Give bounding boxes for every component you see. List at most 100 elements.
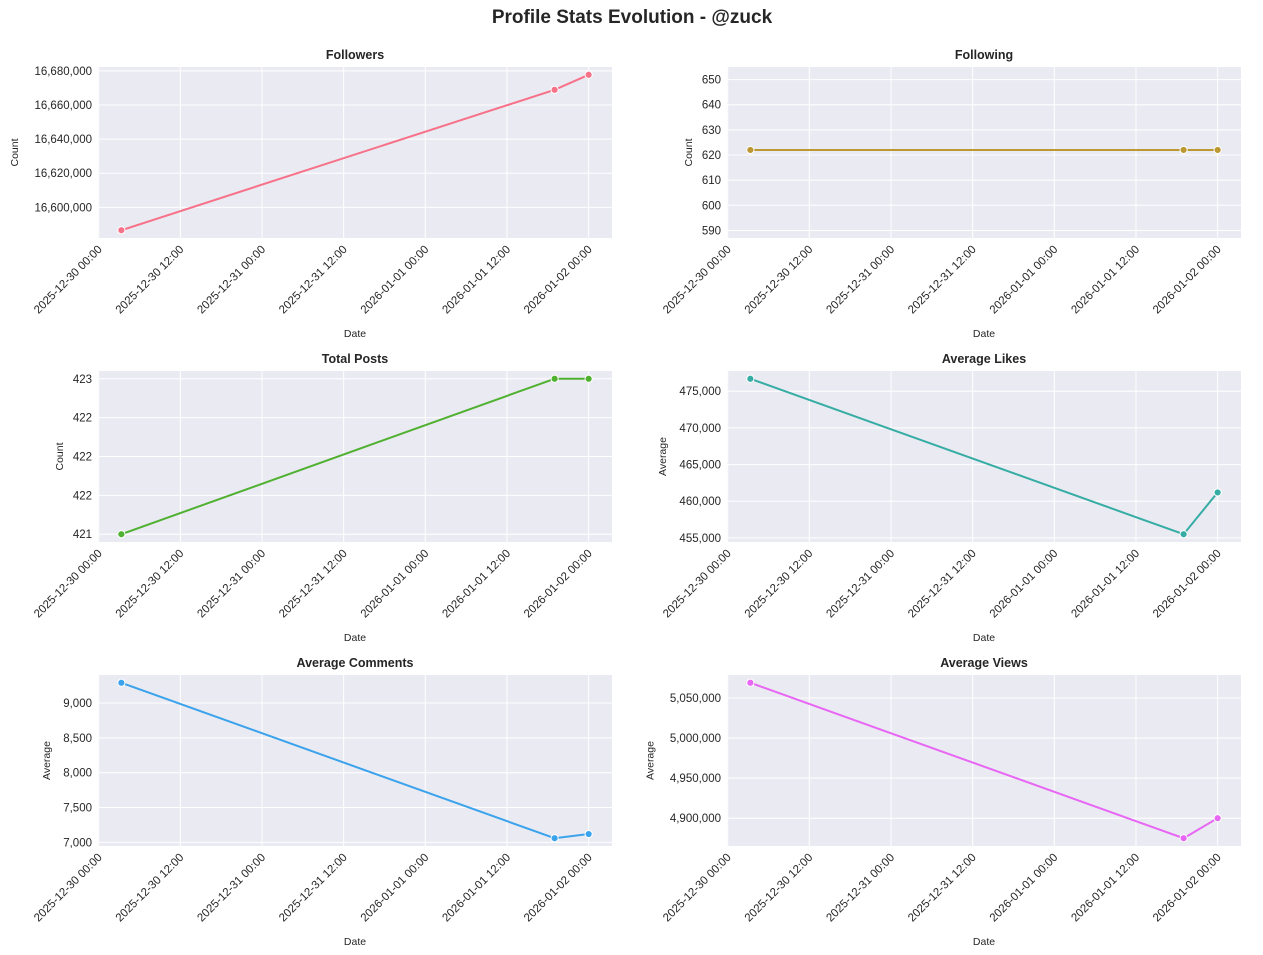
x-tick-label: 2026-01-02 00:00 — [1151, 244, 1224, 317]
x-tick-label: 2026-01-01 12:00 — [440, 852, 513, 925]
y-tick-label: 620 — [702, 150, 721, 162]
subplot-average-views: 2025-12-30 00:00 2025-12-30 12:00 2025-12-… — [644, 656, 1241, 948]
subplot-title: Average Likes — [942, 352, 1026, 366]
data-point — [117, 530, 126, 539]
y-tick-label: 423 — [73, 374, 92, 386]
y-tick-label: 421 — [73, 529, 92, 541]
data-point — [550, 374, 559, 383]
x-axis-label: Date — [344, 328, 366, 340]
data-point — [1179, 834, 1188, 843]
y-tick-label: 610 — [702, 175, 721, 187]
x-tick-label: 2025-12-31 00:00 — [824, 548, 897, 621]
x-tick-label: 2025-12-31 12:00 — [906, 244, 979, 317]
y-tick-label: 5,050,000 — [670, 693, 721, 705]
y-tick-label: 8,000 — [63, 768, 92, 780]
y-tick-label: 422 — [73, 452, 92, 464]
y-tick-label: 16,640,000 — [34, 134, 92, 146]
y-tick-label: 470,000 — [679, 423, 721, 435]
x-tick-label: 2025-12-31 00:00 — [824, 852, 897, 925]
y-tick-label: 455,000 — [679, 533, 721, 545]
x-tick-label: 2026-01-01 00:00 — [988, 852, 1061, 925]
x-tick-label: 2025-12-31 12:00 — [277, 548, 350, 621]
x-tick-label: 2025-12-30 12:00 — [114, 244, 187, 317]
y-tick-label: 16,600,000 — [34, 202, 92, 214]
y-tick-label: 8,500 — [63, 733, 92, 745]
y-axis-label: Average — [644, 741, 656, 780]
plot-area — [98, 675, 612, 846]
x-tick-label: 2025-12-30 00:00 — [32, 852, 105, 925]
x-tick-label: 2026-01-01 12:00 — [1069, 548, 1142, 621]
plot-area — [727, 67, 1241, 238]
y-tick-label: 16,680,000 — [34, 66, 92, 78]
subplot-average-likes: 2025-12-30 00:00 2025-12-30 12:00 2025-12-… — [657, 352, 1241, 644]
y-tick-label: 422 — [73, 490, 92, 502]
x-tick-label: 2025-12-31 12:00 — [277, 852, 350, 925]
x-tick-label: 2025-12-30 00:00 — [661, 852, 734, 925]
y-tick-label: 630 — [702, 125, 721, 137]
x-tick-label: 2026-01-02 00:00 — [522, 244, 595, 317]
x-tick-label: 2026-01-01 00:00 — [988, 244, 1061, 317]
data-point — [117, 226, 126, 235]
x-tick-label: 2026-01-01 00:00 — [359, 548, 432, 621]
x-axis-label: Date — [973, 328, 995, 340]
data-point — [550, 834, 559, 843]
y-axis-label: Count — [54, 442, 66, 470]
subplot-title: Total Posts — [322, 352, 388, 366]
data-point — [584, 829, 593, 839]
x-tick-label: 2025-12-31 12:00 — [906, 548, 979, 621]
y-tick-label: 650 — [702, 75, 721, 87]
x-tick-label: 2025-12-30 00:00 — [661, 548, 734, 621]
y-tick-label: 7,500 — [63, 803, 92, 815]
x-tick-label: 2026-01-02 00:00 — [1151, 548, 1224, 621]
x-tick-label: 2025-12-31 00:00 — [195, 548, 268, 621]
subplot-title: Followers — [326, 48, 384, 62]
plot-area — [727, 675, 1241, 846]
x-tick-label: 2026-01-01 00:00 — [359, 244, 432, 317]
data-point — [1213, 814, 1222, 823]
x-tick-label: 2025-12-31 12:00 — [906, 852, 979, 925]
x-tick-label: 2025-12-30 12:00 — [743, 852, 816, 925]
x-tick-label: 2025-12-30 00:00 — [661, 244, 734, 317]
x-tick-label: 2026-01-01 12:00 — [440, 548, 513, 621]
x-tick-label: 2025-12-31 00:00 — [824, 244, 897, 317]
x-tick-label: 2026-01-02 00:00 — [522, 852, 595, 925]
x-tick-label: 2025-12-30 12:00 — [114, 852, 187, 925]
x-tick-label: 2026-01-01 12:00 — [1069, 244, 1142, 317]
data-point — [584, 374, 593, 383]
y-tick-label: 640 — [702, 100, 721, 112]
figure-title: Profile Stats Evolution - @zuck — [492, 7, 773, 28]
subplot-following: 2025-12-30 00:00 2025-12-30 12:00 2025-12-… — [661, 48, 1241, 340]
subplot-title: Average Views — [940, 656, 1028, 670]
subplot-average-comments: 2025-12-30 00:00 2025-12-30 12:00 2025-12-… — [32, 656, 612, 948]
x-tick-label: 2025-12-30 12:00 — [743, 548, 816, 621]
x-tick-label: 2025-12-30 12:00 — [743, 244, 816, 317]
data-point — [746, 678, 755, 687]
y-axis-label: Count — [683, 138, 695, 166]
subplot-followers: 2025-12-30 00:00 2025-12-30 12:00 2025-12-… — [9, 48, 612, 340]
data-point — [117, 678, 126, 687]
y-tick-label: 460,000 — [679, 496, 721, 508]
subplot-title: Average Comments — [297, 656, 414, 670]
y-tick-label: 16,660,000 — [34, 100, 92, 112]
y-tick-label: 465,000 — [679, 460, 721, 472]
data-point — [1213, 488, 1222, 497]
x-tick-label: 2026-01-01 12:00 — [1069, 852, 1142, 925]
y-axis-label: Average — [41, 741, 53, 780]
x-axis-label: Date — [344, 632, 366, 644]
x-tick-label: 2025-12-31 00:00 — [195, 244, 268, 317]
y-axis-label: Average — [657, 437, 669, 476]
x-tick-label: 2025-12-31 00:00 — [195, 852, 268, 925]
x-tick-label: 2026-01-02 00:00 — [522, 548, 595, 621]
data-point — [1179, 145, 1188, 155]
y-tick-label: 590 — [702, 225, 721, 237]
x-tick-label: 2025-12-31 12:00 — [277, 244, 350, 317]
subplot-title: Following — [955, 48, 1013, 62]
x-tick-label: 2026-01-01 12:00 — [440, 244, 513, 317]
x-axis-label: Date — [973, 936, 995, 948]
x-tick-label: 2025-12-30 00:00 — [32, 548, 105, 621]
data-point — [746, 145, 755, 155]
y-tick-label: 422 — [73, 413, 92, 425]
y-tick-label: 4,900,000 — [670, 813, 721, 825]
y-tick-label: 600 — [702, 200, 721, 212]
data-point — [1213, 145, 1222, 155]
